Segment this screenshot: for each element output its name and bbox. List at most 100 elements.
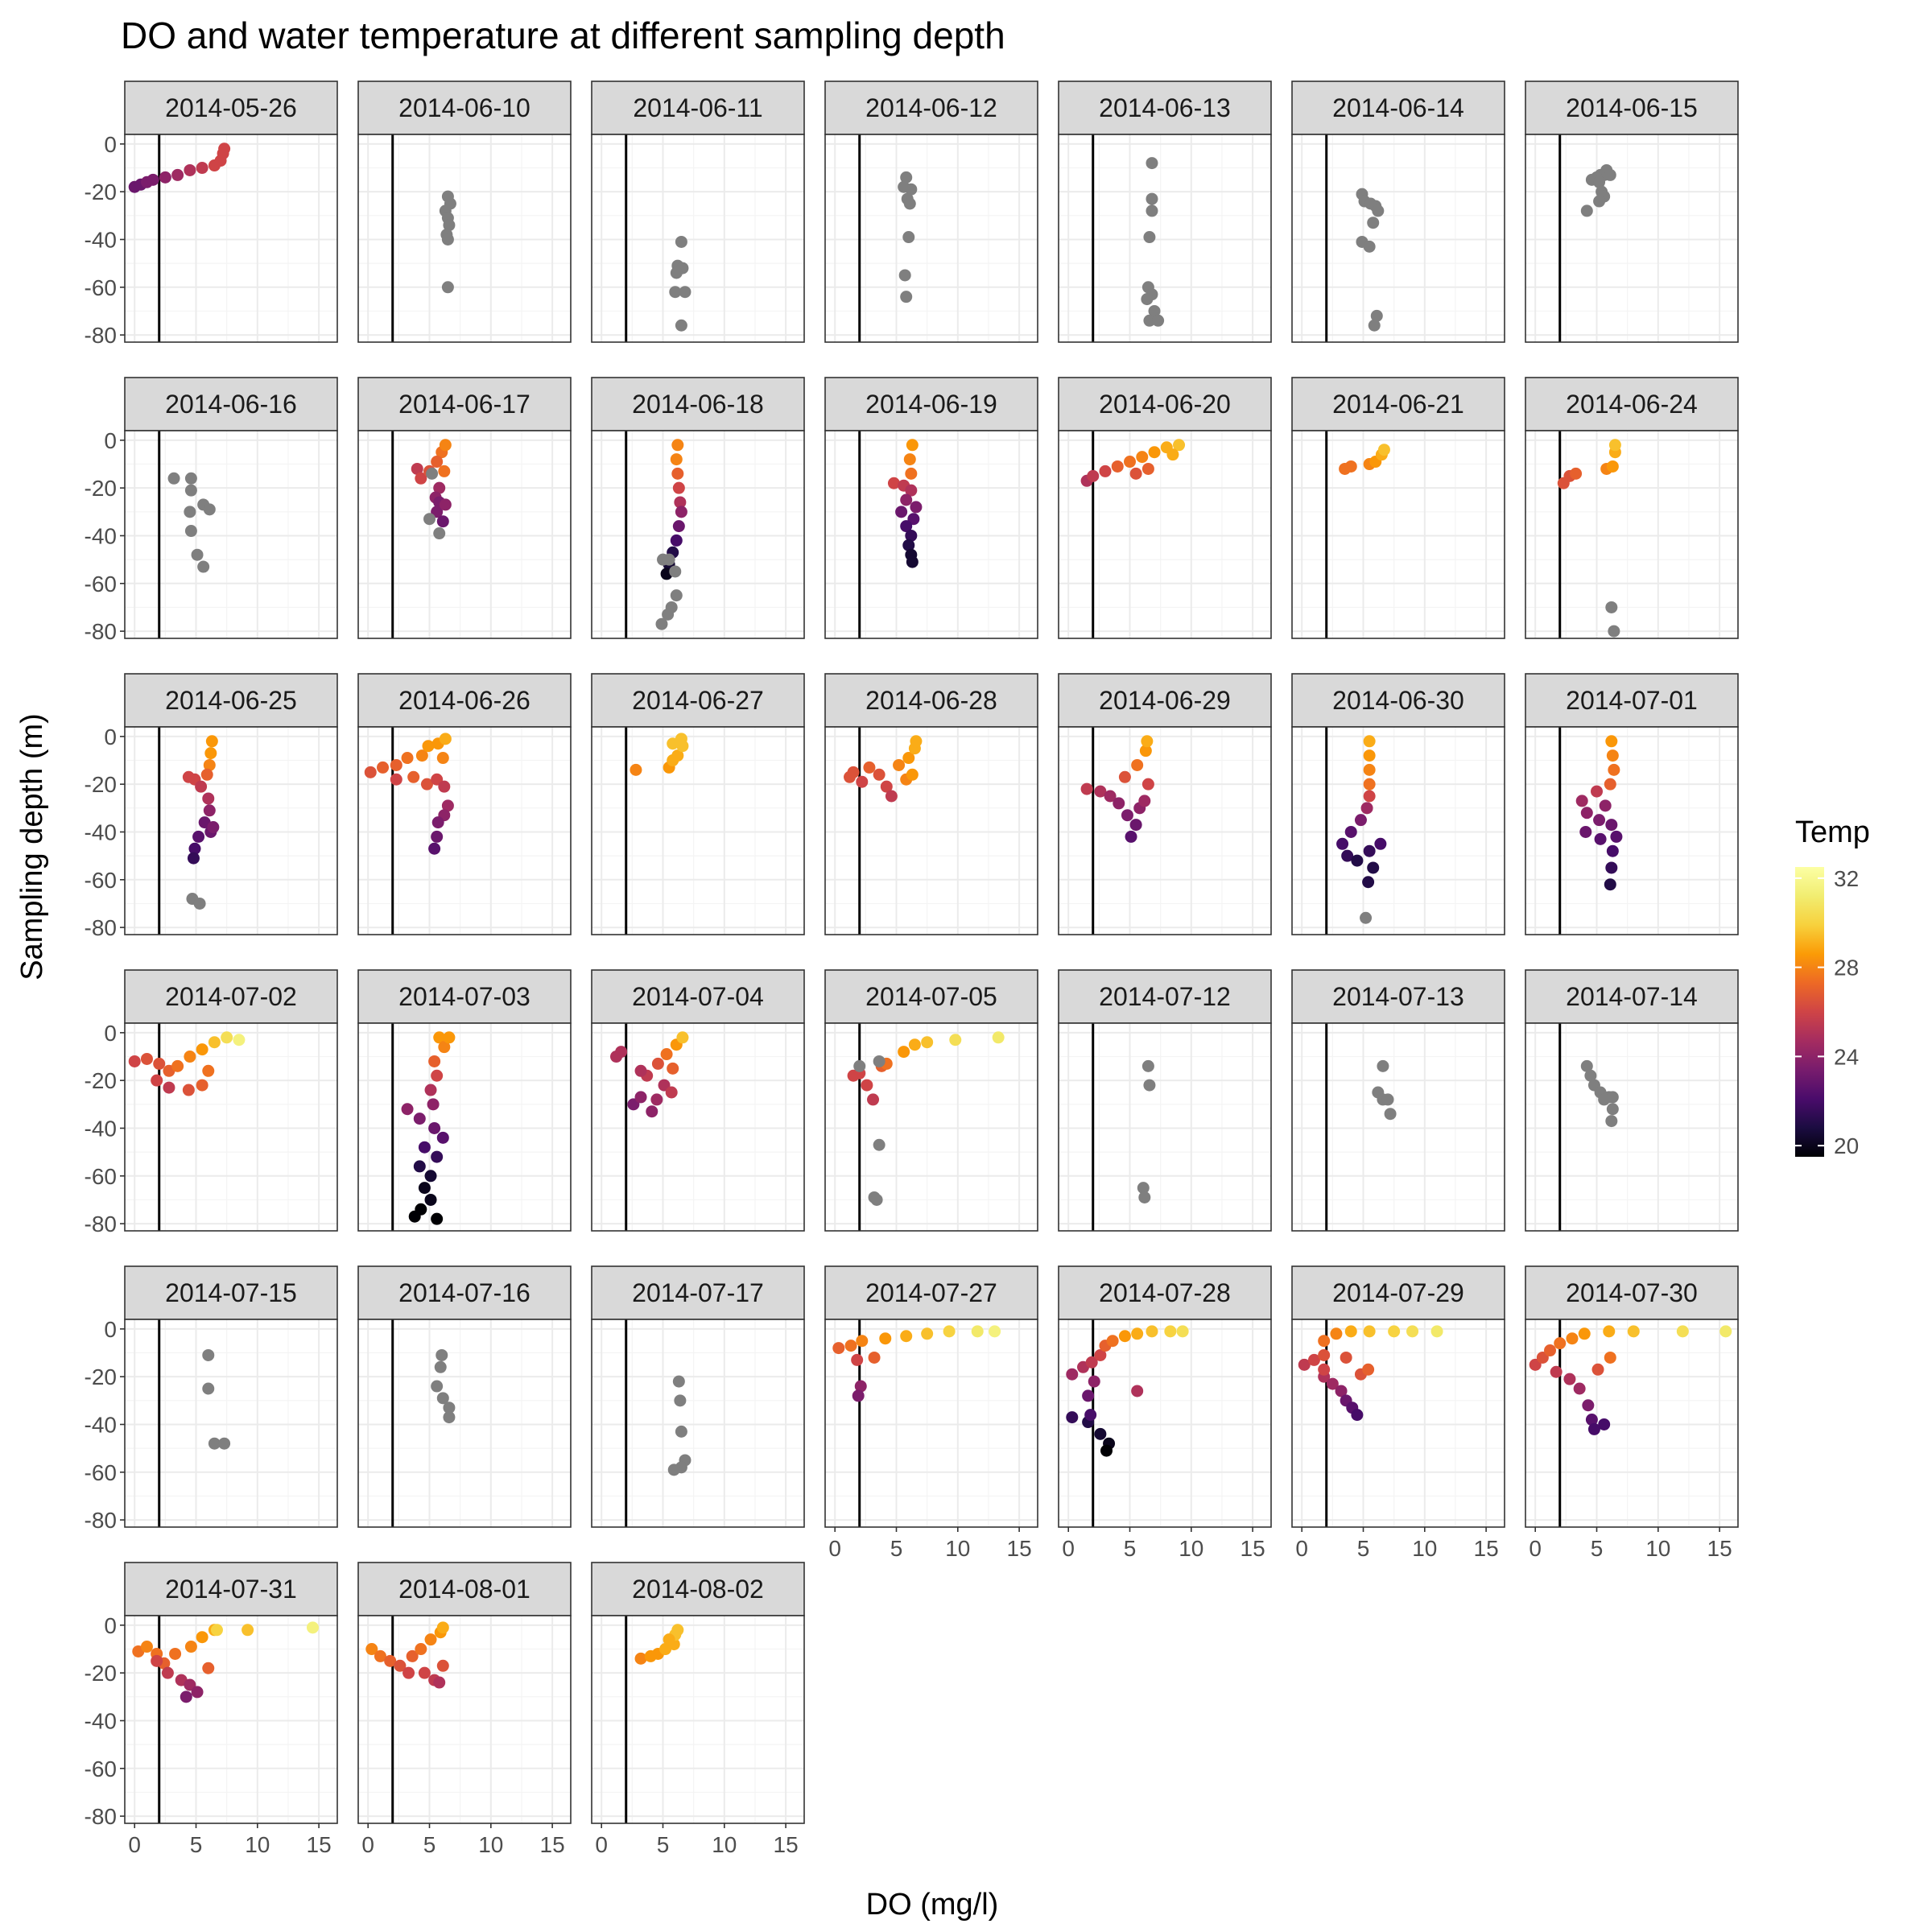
data-point bbox=[1627, 1325, 1640, 1338]
data-point bbox=[1575, 795, 1588, 807]
panel-border bbox=[1291, 1319, 1505, 1528]
data-point bbox=[1363, 749, 1376, 762]
data-point bbox=[1368, 319, 1381, 332]
data-point bbox=[443, 1031, 456, 1044]
facet-panel: 2014-06-11 bbox=[591, 80, 805, 343]
data-points bbox=[439, 190, 456, 294]
facet-label: 2014-07-16 bbox=[398, 1278, 530, 1307]
y-axis: 0 -20 -40 -60 -80 bbox=[85, 132, 125, 348]
data-point bbox=[1605, 601, 1618, 613]
data-point bbox=[852, 1389, 865, 1402]
data-point bbox=[401, 752, 414, 765]
data-point bbox=[151, 1654, 163, 1667]
x-tick-label: 0 bbox=[361, 1832, 374, 1857]
data-point bbox=[679, 286, 691, 299]
y-tick-label: 0 bbox=[104, 1317, 117, 1342]
x-axis: 0 5 10 15 bbox=[1529, 1527, 1732, 1561]
data-point bbox=[443, 1411, 456, 1424]
data-point bbox=[1164, 1325, 1177, 1338]
facet-strip bbox=[357, 377, 572, 431]
panel-border bbox=[1291, 1022, 1505, 1232]
data-point bbox=[1593, 195, 1606, 208]
data-point bbox=[905, 529, 918, 542]
data-point bbox=[1106, 1335, 1119, 1348]
facet-panel: 2014-06-18 bbox=[591, 377, 805, 639]
data-point bbox=[431, 1380, 444, 1393]
data-points bbox=[898, 171, 918, 303]
facet-label: 2014-07-03 bbox=[398, 982, 530, 1011]
data-point bbox=[424, 1193, 437, 1206]
data-points bbox=[1137, 1059, 1156, 1203]
data-point bbox=[675, 319, 687, 332]
data-point bbox=[1125, 830, 1137, 843]
data-points bbox=[365, 1621, 449, 1689]
data-point bbox=[675, 235, 687, 248]
data-point bbox=[365, 1643, 378, 1656]
data-point bbox=[1580, 204, 1593, 217]
data-point bbox=[218, 1437, 231, 1450]
data-point bbox=[1100, 1444, 1113, 1457]
y-axis: 0 -20 -40 -60 -80 bbox=[85, 1613, 125, 1829]
facet-panel: 2014-06-20 bbox=[1058, 377, 1272, 639]
facet-label: 2014-06-20 bbox=[1099, 390, 1231, 419]
data-points bbox=[1372, 1059, 1397, 1121]
x-axis: 0 5 10 15 bbox=[1295, 1527, 1499, 1561]
data-point bbox=[1143, 314, 1156, 327]
y-tick-label: -60 bbox=[85, 275, 117, 300]
x-tick-label: 10 bbox=[945, 1536, 970, 1561]
data-point bbox=[1584, 1069, 1597, 1082]
data-point bbox=[1605, 1115, 1618, 1128]
data-point bbox=[187, 852, 200, 865]
facet-label: 2014-06-12 bbox=[865, 93, 997, 122]
data-point bbox=[1363, 844, 1376, 857]
data-point bbox=[390, 773, 402, 786]
data-point bbox=[140, 1641, 153, 1653]
data-point bbox=[1367, 217, 1380, 229]
data-point bbox=[900, 493, 913, 506]
data-point bbox=[906, 768, 919, 781]
data-point bbox=[1176, 1325, 1189, 1338]
y-axis: 0 -20 -40 -60 -80 bbox=[85, 724, 125, 940]
data-point bbox=[1111, 460, 1124, 473]
data-point bbox=[406, 1649, 419, 1662]
facet-label: 2014-06-26 bbox=[398, 686, 530, 715]
data-point bbox=[921, 1327, 934, 1340]
data-point bbox=[1139, 745, 1152, 758]
data-point bbox=[1152, 314, 1165, 327]
y-tick-label: -60 bbox=[85, 1460, 117, 1485]
data-points bbox=[401, 1031, 456, 1225]
data-point bbox=[443, 1402, 456, 1414]
legend-tick-label: 20 bbox=[1834, 1133, 1859, 1158]
data-point bbox=[193, 897, 206, 910]
data-points bbox=[1080, 439, 1186, 487]
data-point bbox=[910, 501, 923, 514]
data-point bbox=[873, 768, 886, 781]
data-points bbox=[630, 733, 689, 776]
x-tick-label: 10 bbox=[712, 1832, 737, 1857]
data-point bbox=[428, 1121, 441, 1134]
data-point bbox=[900, 171, 913, 184]
facet-label: 2014-06-29 bbox=[1099, 686, 1231, 715]
y-axis: 0 -20 -40 -60 -80 bbox=[85, 428, 125, 644]
facet-panel: 2014-06-26 bbox=[357, 673, 572, 935]
facet-label: 2014-06-18 bbox=[632, 390, 764, 419]
data-point bbox=[863, 761, 876, 774]
data-point bbox=[900, 520, 913, 533]
data-point bbox=[196, 1631, 208, 1644]
data-point bbox=[431, 1069, 444, 1082]
data-point bbox=[1598, 1418, 1611, 1430]
data-point bbox=[1094, 785, 1107, 798]
data-point bbox=[671, 467, 684, 480]
data-points bbox=[1557, 439, 1621, 638]
facet-strip bbox=[357, 673, 572, 728]
data-point bbox=[204, 747, 217, 760]
facet-label: 2014-06-14 bbox=[1332, 93, 1464, 122]
facet-strip bbox=[124, 377, 338, 431]
data-point bbox=[903, 197, 916, 210]
data-point bbox=[161, 1666, 174, 1679]
data-point bbox=[200, 768, 213, 781]
facet-label: 2014-07-28 bbox=[1099, 1278, 1231, 1307]
facet-panel: 2014-07-27 bbox=[824, 1265, 1038, 1528]
facet-panel: 2014-07-03 bbox=[357, 969, 572, 1232]
data-point bbox=[433, 527, 446, 540]
